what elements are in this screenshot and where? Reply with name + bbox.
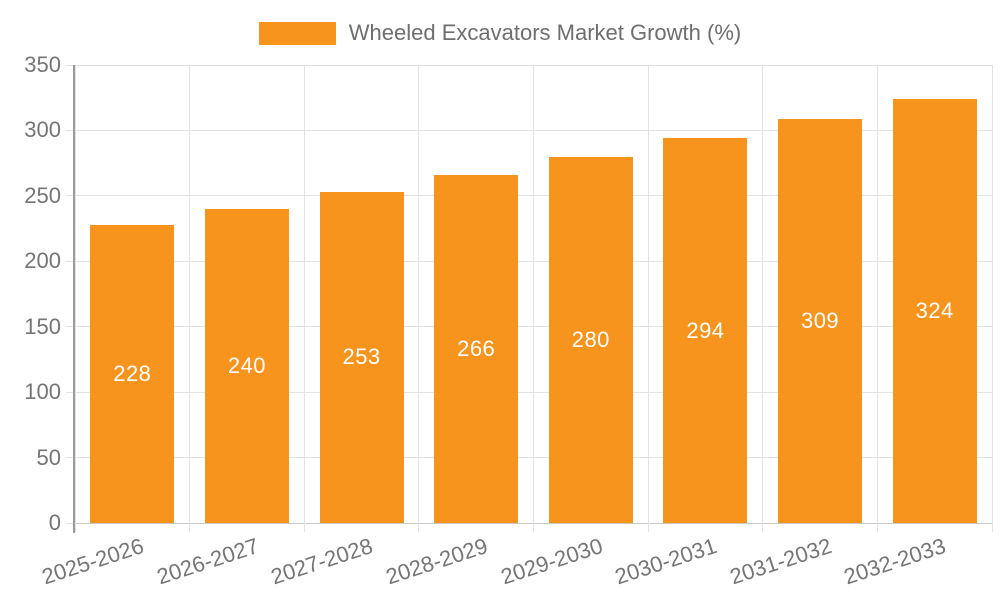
bar[interactable]: 280 bbox=[548, 156, 633, 523]
y-tick bbox=[66, 522, 75, 524]
x-gridline bbox=[418, 65, 420, 523]
y-tick bbox=[66, 129, 75, 131]
bar-value-label: 228 bbox=[113, 360, 152, 386]
y-tick-label: 100 bbox=[24, 379, 61, 405]
y-tick bbox=[66, 195, 75, 197]
y-tick-label: 200 bbox=[24, 248, 61, 274]
bar-value-label: 253 bbox=[342, 344, 381, 370]
y-tick-label: 0 bbox=[48, 510, 61, 535]
x-tick-label: 2030-2031 bbox=[612, 533, 720, 590]
x-tick bbox=[418, 523, 420, 532]
chart-legend[interactable]: Wheeled Excavators Market Growth (%) bbox=[0, 19, 1000, 47]
x-tick-label: 2029-2030 bbox=[497, 533, 606, 590]
x-gridline bbox=[303, 65, 305, 523]
bar[interactable]: 324 bbox=[892, 99, 977, 523]
y-tick-label: 250 bbox=[24, 182, 61, 208]
x-gridline bbox=[991, 65, 993, 523]
y-tick bbox=[66, 391, 75, 393]
bar[interactable]: 266 bbox=[434, 174, 519, 523]
x-gridline bbox=[762, 65, 764, 523]
x-tick bbox=[762, 523, 764, 532]
y-axis-line bbox=[73, 65, 75, 533]
x-tick-label: 2032-2033 bbox=[841, 533, 950, 590]
y-tick-label: 350 bbox=[24, 52, 61, 77]
y-tick-label: 150 bbox=[24, 313, 61, 339]
x-tick bbox=[533, 523, 534, 532]
bar-value-label: 324 bbox=[915, 298, 954, 323]
bar[interactable]: 240 bbox=[204, 208, 289, 523]
x-tick-label: 2026-2027 bbox=[153, 533, 262, 590]
x-tick bbox=[74, 523, 76, 532]
y-tick-label: 300 bbox=[24, 117, 61, 143]
x-tick bbox=[303, 523, 305, 532]
legend-swatch-icon bbox=[258, 21, 336, 45]
y-tick bbox=[66, 260, 75, 262]
x-tick-label: 2028-2029 bbox=[382, 533, 491, 590]
bar[interactable]: 253 bbox=[319, 191, 404, 523]
x-gridline bbox=[189, 65, 191, 523]
y-tick-label: 50 bbox=[36, 444, 61, 470]
bar-value-label: 280 bbox=[571, 326, 610, 352]
y-tick bbox=[66, 64, 75, 66]
x-tick bbox=[876, 523, 878, 532]
bar-value-label: 240 bbox=[227, 352, 267, 378]
bar-value-label: 294 bbox=[686, 317, 725, 343]
y-tick bbox=[66, 326, 75, 328]
x-gridline bbox=[533, 65, 534, 523]
x-tick bbox=[647, 523, 649, 532]
y-tick bbox=[66, 457, 75, 459]
x-gridline bbox=[647, 65, 649, 523]
x-gridline bbox=[74, 65, 76, 523]
bar-value-label: 266 bbox=[457, 335, 496, 361]
bar[interactable]: 294 bbox=[663, 138, 748, 523]
x-tick-label: 2027-2028 bbox=[268, 533, 376, 590]
x-gridline bbox=[876, 65, 878, 523]
bar-value-label: 309 bbox=[800, 307, 840, 333]
bar[interactable]: 309 bbox=[778, 118, 863, 523]
legend-series-label: Wheeled Excavators Market Growth (%) bbox=[348, 20, 742, 45]
x-tick bbox=[991, 523, 993, 532]
x-tick-label: 2031-2032 bbox=[726, 533, 835, 590]
x-tick bbox=[189, 523, 191, 532]
bar[interactable]: 228 bbox=[90, 224, 175, 523]
x-tick-label: 2025-2026 bbox=[38, 533, 147, 590]
